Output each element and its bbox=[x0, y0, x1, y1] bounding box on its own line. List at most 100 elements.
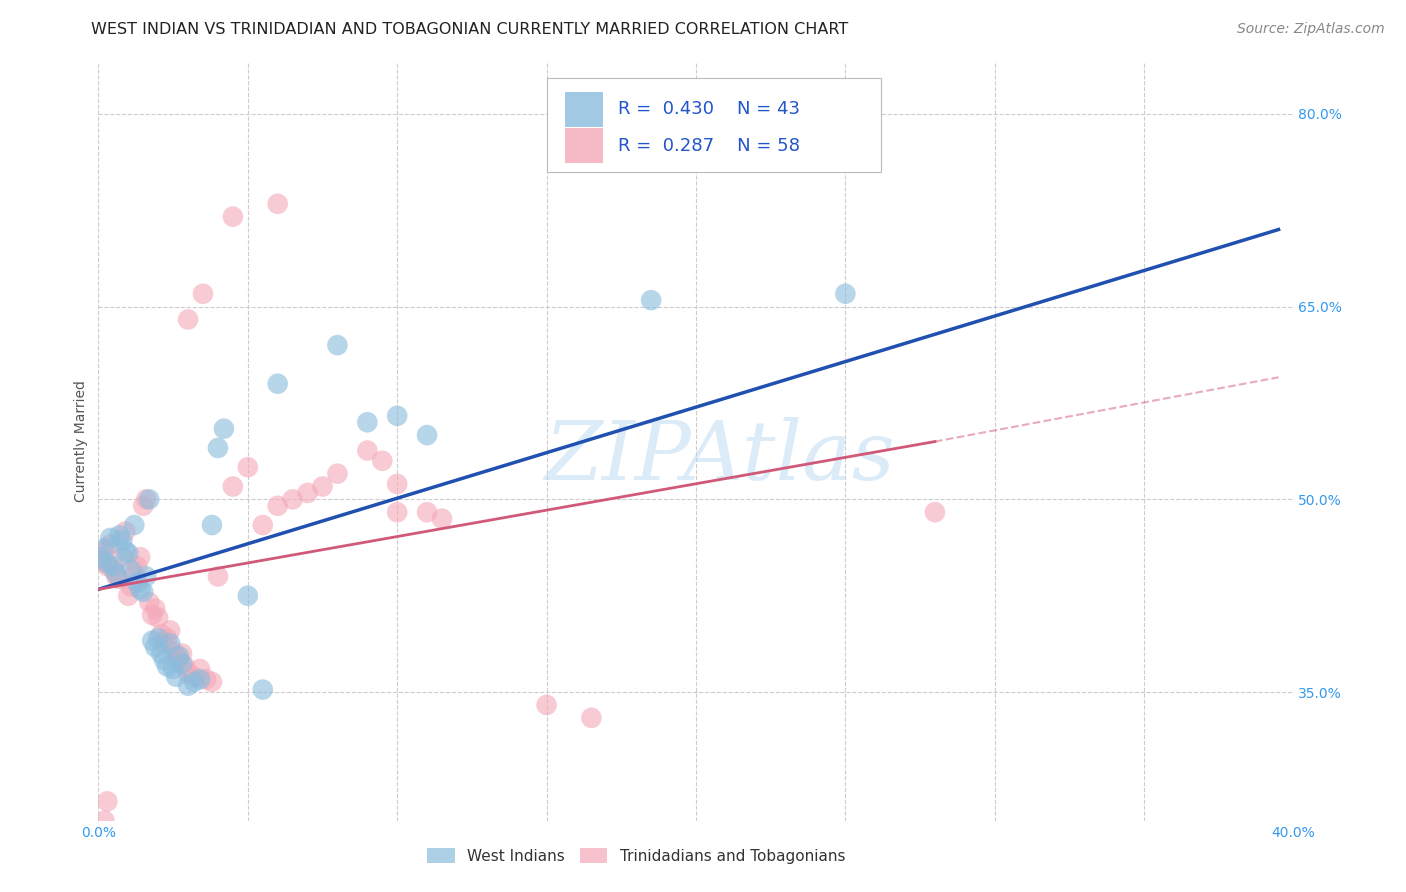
Point bbox=[326, 467, 349, 481]
Point bbox=[430, 511, 453, 525]
Point bbox=[267, 376, 290, 391]
Point bbox=[172, 647, 194, 661]
Point bbox=[120, 580, 142, 594]
Point bbox=[195, 673, 218, 687]
Point bbox=[93, 814, 115, 828]
Point bbox=[212, 422, 235, 436]
Point bbox=[96, 557, 118, 571]
Legend: West Indians, Trinidadians and Tobagonians: West Indians, Trinidadians and Tobagonia… bbox=[422, 842, 851, 870]
Point bbox=[416, 505, 439, 519]
Point bbox=[138, 492, 160, 507]
Point bbox=[93, 541, 115, 556]
Point bbox=[252, 682, 274, 697]
Point bbox=[172, 657, 194, 671]
Point bbox=[177, 312, 200, 326]
Point bbox=[177, 679, 200, 693]
Point bbox=[356, 415, 378, 429]
Point bbox=[105, 569, 128, 583]
Point bbox=[114, 524, 136, 539]
Point bbox=[117, 589, 139, 603]
Point bbox=[165, 649, 187, 664]
Point bbox=[834, 286, 856, 301]
Point bbox=[111, 533, 134, 548]
Point bbox=[108, 528, 131, 542]
FancyBboxPatch shape bbox=[547, 78, 882, 172]
Point bbox=[177, 665, 200, 680]
Point bbox=[103, 559, 125, 574]
Point bbox=[150, 627, 173, 641]
Point bbox=[117, 546, 139, 560]
Text: R =  0.430    N = 43: R = 0.430 N = 43 bbox=[619, 101, 800, 119]
Point bbox=[132, 499, 155, 513]
Point bbox=[105, 566, 128, 581]
Point bbox=[96, 559, 118, 574]
Point bbox=[311, 479, 333, 493]
Point bbox=[148, 610, 170, 624]
Point bbox=[252, 518, 274, 533]
Point bbox=[103, 563, 125, 577]
Point bbox=[924, 505, 946, 519]
Point bbox=[127, 559, 149, 574]
Point bbox=[207, 441, 229, 455]
Point bbox=[236, 460, 259, 475]
Point bbox=[356, 443, 378, 458]
Point bbox=[165, 670, 187, 684]
Point bbox=[143, 640, 166, 655]
Point bbox=[267, 196, 290, 211]
Y-axis label: Currently Married: Currently Married bbox=[75, 381, 89, 502]
Point bbox=[129, 550, 152, 565]
Point bbox=[174, 659, 197, 673]
Point bbox=[159, 624, 181, 638]
Point bbox=[167, 649, 190, 664]
Point bbox=[141, 633, 163, 648]
Point bbox=[201, 674, 224, 689]
Point bbox=[111, 550, 134, 565]
Text: WEST INDIAN VS TRINIDADIAN AND TOBAGONIAN CURRENTLY MARRIED CORRELATION CHART: WEST INDIAN VS TRINIDADIAN AND TOBAGONIA… bbox=[91, 22, 849, 37]
Point bbox=[183, 670, 205, 684]
Point bbox=[207, 569, 229, 583]
FancyBboxPatch shape bbox=[565, 128, 603, 162]
Text: ZIPAtlas: ZIPAtlas bbox=[544, 417, 896, 497]
Point bbox=[183, 674, 205, 689]
Point bbox=[150, 647, 173, 661]
Point bbox=[98, 537, 122, 551]
Point bbox=[90, 550, 112, 565]
Point bbox=[222, 210, 245, 224]
Point bbox=[124, 518, 146, 533]
Point bbox=[326, 338, 349, 352]
Point bbox=[162, 662, 184, 676]
Point bbox=[120, 563, 142, 577]
Point bbox=[267, 499, 290, 513]
Point bbox=[191, 286, 214, 301]
Point bbox=[281, 492, 304, 507]
Point bbox=[148, 631, 170, 645]
Point bbox=[581, 711, 603, 725]
Point bbox=[153, 636, 176, 650]
Point bbox=[416, 428, 439, 442]
Point bbox=[98, 531, 122, 545]
Point bbox=[385, 477, 409, 491]
Point bbox=[162, 644, 184, 658]
Point bbox=[138, 595, 160, 609]
Point bbox=[156, 659, 179, 673]
Point bbox=[371, 454, 394, 468]
Point bbox=[96, 794, 118, 808]
Text: R =  0.287    N = 58: R = 0.287 N = 58 bbox=[619, 136, 800, 155]
FancyBboxPatch shape bbox=[565, 92, 603, 127]
Point bbox=[167, 653, 190, 667]
Point bbox=[93, 543, 115, 558]
Point bbox=[141, 607, 163, 622]
Point bbox=[124, 566, 146, 581]
Point bbox=[153, 653, 176, 667]
Point bbox=[127, 575, 149, 590]
Point bbox=[536, 698, 558, 712]
Point bbox=[156, 631, 179, 645]
Point bbox=[132, 585, 155, 599]
Point bbox=[135, 569, 157, 583]
Point bbox=[90, 554, 112, 568]
Point bbox=[135, 492, 157, 507]
Point bbox=[188, 673, 211, 687]
Point bbox=[201, 518, 224, 533]
Point bbox=[236, 589, 259, 603]
Point bbox=[385, 505, 409, 519]
